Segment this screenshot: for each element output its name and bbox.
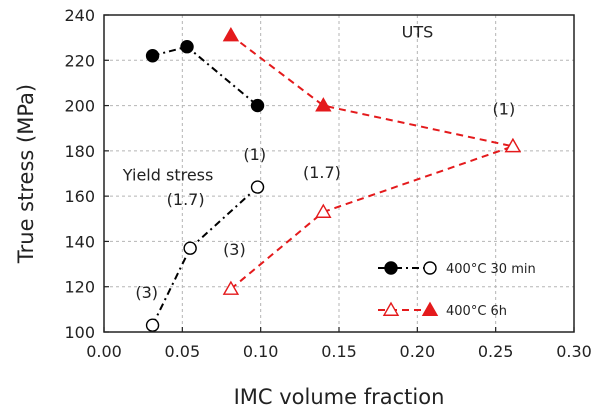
- data-point-circle: [183, 241, 197, 255]
- legend-label: 400°C 6h: [446, 304, 507, 319]
- y-tick-label: 200: [64, 97, 95, 116]
- data-point-triangle: [421, 301, 439, 316]
- data-point-circle: [250, 180, 265, 194]
- x-tick-label: 0.10: [243, 342, 279, 361]
- x-tick-label: 0.20: [400, 342, 436, 361]
- annotation-label: (1): [243, 145, 266, 164]
- annotation-layer: UTS Yield stress (1) (1.7) (3) (1.7) (3) (1): [122, 23, 515, 302]
- data-point-triangle: [315, 97, 332, 112]
- x-tick-label: 0.25: [478, 342, 514, 361]
- ticks: 0.00 0.05 0.10 0.15 0.20 0.25 0.30 100 120 140 160…: [64, 6, 591, 361]
- y-tick-label: 180: [64, 142, 95, 161]
- y-tick-label: 160: [64, 187, 95, 206]
- legend: 400°C 30 min 400°C 6h: [378, 261, 536, 319]
- series-line: [230, 34, 514, 148]
- y-tick-label: 120: [64, 278, 95, 297]
- data-point-triangle: [315, 203, 332, 218]
- data-point-triangle: [382, 301, 400, 316]
- series-layer: [145, 26, 522, 332]
- annotation-label: (1): [493, 100, 516, 119]
- legend-label: 400°C 30 min: [446, 262, 536, 277]
- data-point-circle: [145, 318, 160, 332]
- annotation-label: (3): [223, 240, 246, 259]
- grid: [104, 15, 574, 332]
- data-point-triangle: [222, 26, 240, 42]
- series-group: [222, 137, 522, 295]
- annotation-label: (1.7): [303, 163, 341, 182]
- y-tick-label: 220: [64, 51, 95, 70]
- series-group: [222, 26, 522, 153]
- x-tick-label: 0.05: [165, 342, 201, 361]
- y-tick-label: 140: [64, 232, 95, 251]
- data-point-circle: [180, 40, 194, 54]
- annotation-label: (1.7): [167, 190, 205, 209]
- data-point-circle: [250, 98, 265, 113]
- x-axis-title: IMC volume fraction: [234, 385, 445, 409]
- y-tick-label: 240: [64, 6, 95, 25]
- annotation-label: UTS: [402, 23, 434, 42]
- annotation-label: (3): [135, 283, 158, 302]
- data-point-circle: [384, 261, 398, 275]
- series-group: [145, 180, 265, 332]
- y-axis-title: True stress (MPa): [14, 84, 38, 264]
- series-group: [145, 40, 265, 113]
- data-point-circle: [145, 49, 160, 63]
- data-point-triangle: [222, 280, 240, 295]
- x-tick-label: 0.15: [321, 342, 357, 361]
- y-tick-label: 100: [64, 323, 95, 342]
- x-tick-label: 0.30: [556, 342, 592, 361]
- data-point-circle: [423, 261, 437, 275]
- annotation-label: Yield stress: [122, 165, 214, 184]
- data-point-triangle: [504, 137, 522, 153]
- x-tick-label: 0.00: [86, 342, 122, 361]
- series-line: [152, 45, 259, 107]
